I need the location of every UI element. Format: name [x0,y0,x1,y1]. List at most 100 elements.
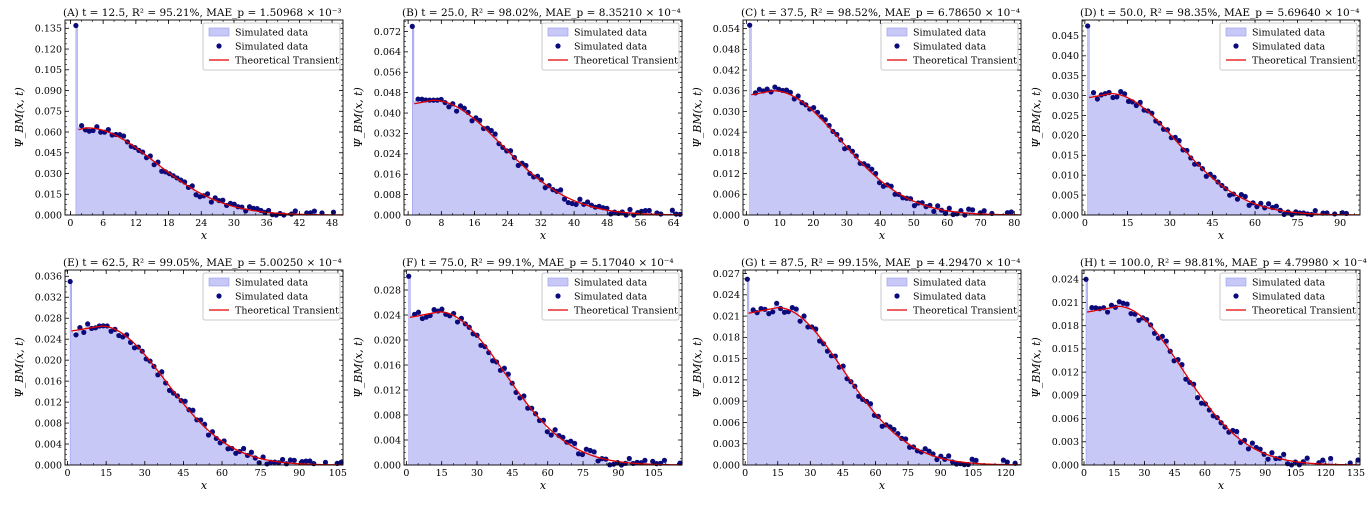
y-tick-label: 0.021 [1052,298,1079,309]
data-point [1191,381,1197,387]
y-tick-label: 0.021 [713,311,740,322]
x-tick-label: 90 [1334,218,1346,229]
y-tick-label: 0.006 [713,418,740,429]
data-point [1281,211,1287,217]
data-point [488,127,494,134]
y-tick-label: 0.048 [713,45,740,56]
y-tick-label: 0.015 [713,354,740,365]
x-tick-label: 0 [742,468,748,479]
x-tick-label: 60 [1249,218,1261,229]
theoretical-curve [1088,92,1361,216]
legend-swatch-points [555,43,561,49]
x-tick-label: 75 [255,468,267,479]
data-point [756,86,762,92]
data-point [461,105,467,111]
x-tick-label: 105 [1286,468,1304,479]
theoretical-curve [78,127,344,216]
data-point [241,445,247,452]
legend-label: Simulated data [235,278,308,289]
panel-title: (E) t = 62.5, R² = 99.05%, MAE_p = 5.002… [63,257,342,269]
data-point [626,455,632,462]
data-point [159,168,165,174]
data-point [1094,96,1100,102]
data-point [969,456,975,462]
panel-title: (F) t = 75.0, R² = 99.1%, MAE_p = 5.1704… [402,257,674,269]
data-point [935,203,941,209]
x-tick-label: 0 [65,468,71,479]
y-tick-label: 0.000 [35,210,62,221]
y-tick-label: 0.000 [713,210,740,221]
legend-label: Theoretical Transient [913,56,1017,67]
data-point [1265,201,1272,207]
x-tick-label: 24 [195,218,207,229]
data-point [1234,196,1241,202]
legend: Simulated data Simulated data Theoretical … [202,22,341,71]
data-point [81,329,87,335]
data-point [1163,338,1169,344]
x-tick-label: 40 [568,218,580,229]
x-tick-label: 48 [601,218,613,229]
legend-label: Simulated data [913,292,986,303]
x-tick-label: 0 [403,468,409,479]
y-tick-label: 0.016 [374,360,401,371]
legend: Simulated data Simulated data Theoretical … [1219,22,1358,71]
data-point [478,342,484,348]
panel-b: 0.000 0.008 0.016 0.024 0.032 0.040 0.048 0.056… [352,7,683,242]
y-tick-label: 0.024 [374,310,401,321]
y-tick-label: 0.015 [1052,344,1079,355]
data-point [151,162,157,168]
data-point [591,449,597,455]
data-point [946,453,952,459]
data-point [254,205,260,212]
x-tick-label: 60 [542,468,554,479]
y-tick-label: 0.105 [35,65,62,76]
x-tick-label: 20 [807,218,819,229]
data-point [548,432,554,438]
y-tick-label: 0.030 [713,107,740,118]
data-point [1108,302,1115,308]
legend-label: Simulated data [1252,42,1325,53]
x-tick-label: 0 [405,218,411,229]
data-point [1118,89,1124,95]
data-point [879,423,885,429]
data-point [766,311,772,317]
data-point [98,129,104,135]
legend-box [1219,22,1358,71]
data-point [568,438,574,444]
plot-frame [64,19,344,216]
data-point [439,306,445,312]
data-point [811,105,817,111]
data-point [1328,455,1334,462]
data-point [1116,299,1122,305]
legend-label: Simulated data [1252,278,1325,289]
y-tick-label: 0.012 [35,397,62,408]
data-point [789,304,795,311]
data-point [1234,428,1240,435]
panel-f: 0.000 0.004 0.008 0.012 0.016 0.020 0.024 0.028… [352,257,683,492]
x-tick-label: 60 [941,218,953,229]
legend-swatch-points [216,293,222,299]
data-point [1355,457,1361,463]
theoretical-curve [748,306,1022,466]
data-point [572,440,578,446]
data-point [1320,457,1326,463]
data-point [922,446,928,452]
y-tick-label: 0.072 [374,27,401,38]
x-tick-label: 75 [1292,218,1304,229]
x-tick-label: 60 [216,468,228,479]
x-tick-label: 0 [1082,218,1088,229]
theoretical-curve [414,99,683,216]
data-point [801,313,807,319]
data-point [170,390,177,396]
data-point [279,456,286,463]
data-point [1180,147,1186,153]
x-tick-label: 120 [1317,468,1335,479]
data-point [774,300,780,306]
y-tick-label: 0.040 [1052,51,1079,62]
data-point [973,457,979,463]
y-tick-label: 0.000 [713,460,740,471]
y-tick-label: 0.060 [35,127,62,138]
y-tick-label: 0.030 [1052,91,1079,102]
legend-box [880,22,1019,71]
